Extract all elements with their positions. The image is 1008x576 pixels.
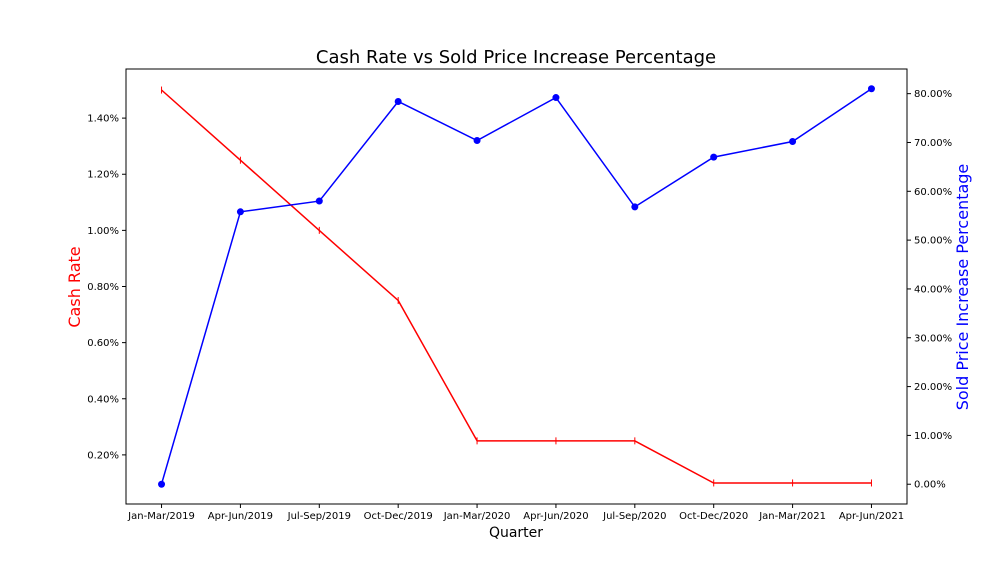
x-tick-label: Oct-Dec/2019 [364, 511, 433, 522]
right-y-tick-label: 30.00% [914, 333, 952, 344]
left-y-tick-label: 1.00% [87, 226, 119, 237]
sold-price-point [394, 97, 402, 105]
right-y-axis-label: Sold Price Increase Percentage [953, 164, 972, 411]
x-tick-label: Jan-Mar/2020 [443, 511, 511, 522]
right-y-axis: 0.00% 10.00% 20.00% 30.00% 40.00% 50.00% 60.00… [907, 89, 952, 491]
x-tick-label: Jan-Mar/2019 [127, 511, 195, 522]
right-y-tick-label: 20.00% [914, 382, 952, 393]
cash-rate-line [161, 89, 872, 484]
left-y-tick-label: 0.80% [87, 282, 119, 293]
sold-price-point [236, 208, 244, 216]
left-y-axis-label: Cash Rate [65, 246, 84, 327]
x-axis-label: Quarter [489, 525, 543, 541]
sold-price-point [315, 197, 323, 205]
sold-price-point [552, 94, 560, 102]
right-y-tick-label: 70.00% [914, 138, 952, 149]
series-layer [158, 85, 875, 488]
left-y-tick-label: 1.20% [87, 170, 119, 181]
x-tick-label: Apr-Jun/2020 [523, 511, 588, 522]
right-y-tick-label: 60.00% [914, 187, 952, 198]
chart-title: Cash Rate vs Sold Price Increase Percent… [316, 47, 716, 68]
x-tick-label: Apr-Jun/2019 [208, 511, 273, 522]
x-tick-label: Oct-Dec/2020 [679, 511, 748, 522]
left-y-tick-label: 0.20% [87, 450, 119, 461]
x-tick-label: Jul-Sep/2019 [287, 511, 351, 522]
x-tick-label: Jan-Mar/2021 [758, 511, 826, 522]
plot-area [125, 68, 908, 505]
sold-price-point [710, 153, 718, 161]
sold-price-point [867, 85, 875, 93]
right-y-tick-label: 10.00% [914, 431, 952, 442]
left-y-tick-label: 1.40% [87, 114, 119, 125]
sold-price-point [473, 137, 481, 145]
right-y-tick-label: 0.00% [914, 480, 946, 491]
sold-price-point [631, 203, 639, 211]
sold-price-line [160, 88, 872, 485]
sold-price-point [789, 138, 797, 145]
left-y-axis: 0.20% 0.40% 0.60% 0.80% 1.00% 1.20% 1.40% [87, 114, 126, 461]
left-y-tick-label: 0.60% [87, 338, 119, 349]
x-tick-label: Jul-Sep/2020 [602, 511, 666, 522]
x-tick-label: Apr-Jun/2021 [839, 511, 904, 522]
left-y-tick-label: 0.40% [87, 394, 119, 405]
right-y-tick-label: 40.00% [914, 284, 952, 295]
sold-price-point [158, 480, 166, 488]
right-y-tick-label: 50.00% [914, 236, 952, 247]
right-y-tick-label: 80.00% [914, 89, 952, 100]
x-axis: Jan-Mar/2019 Apr-Jun/2019 Jul-Sep/2019 Oct-… [127, 504, 904, 522]
